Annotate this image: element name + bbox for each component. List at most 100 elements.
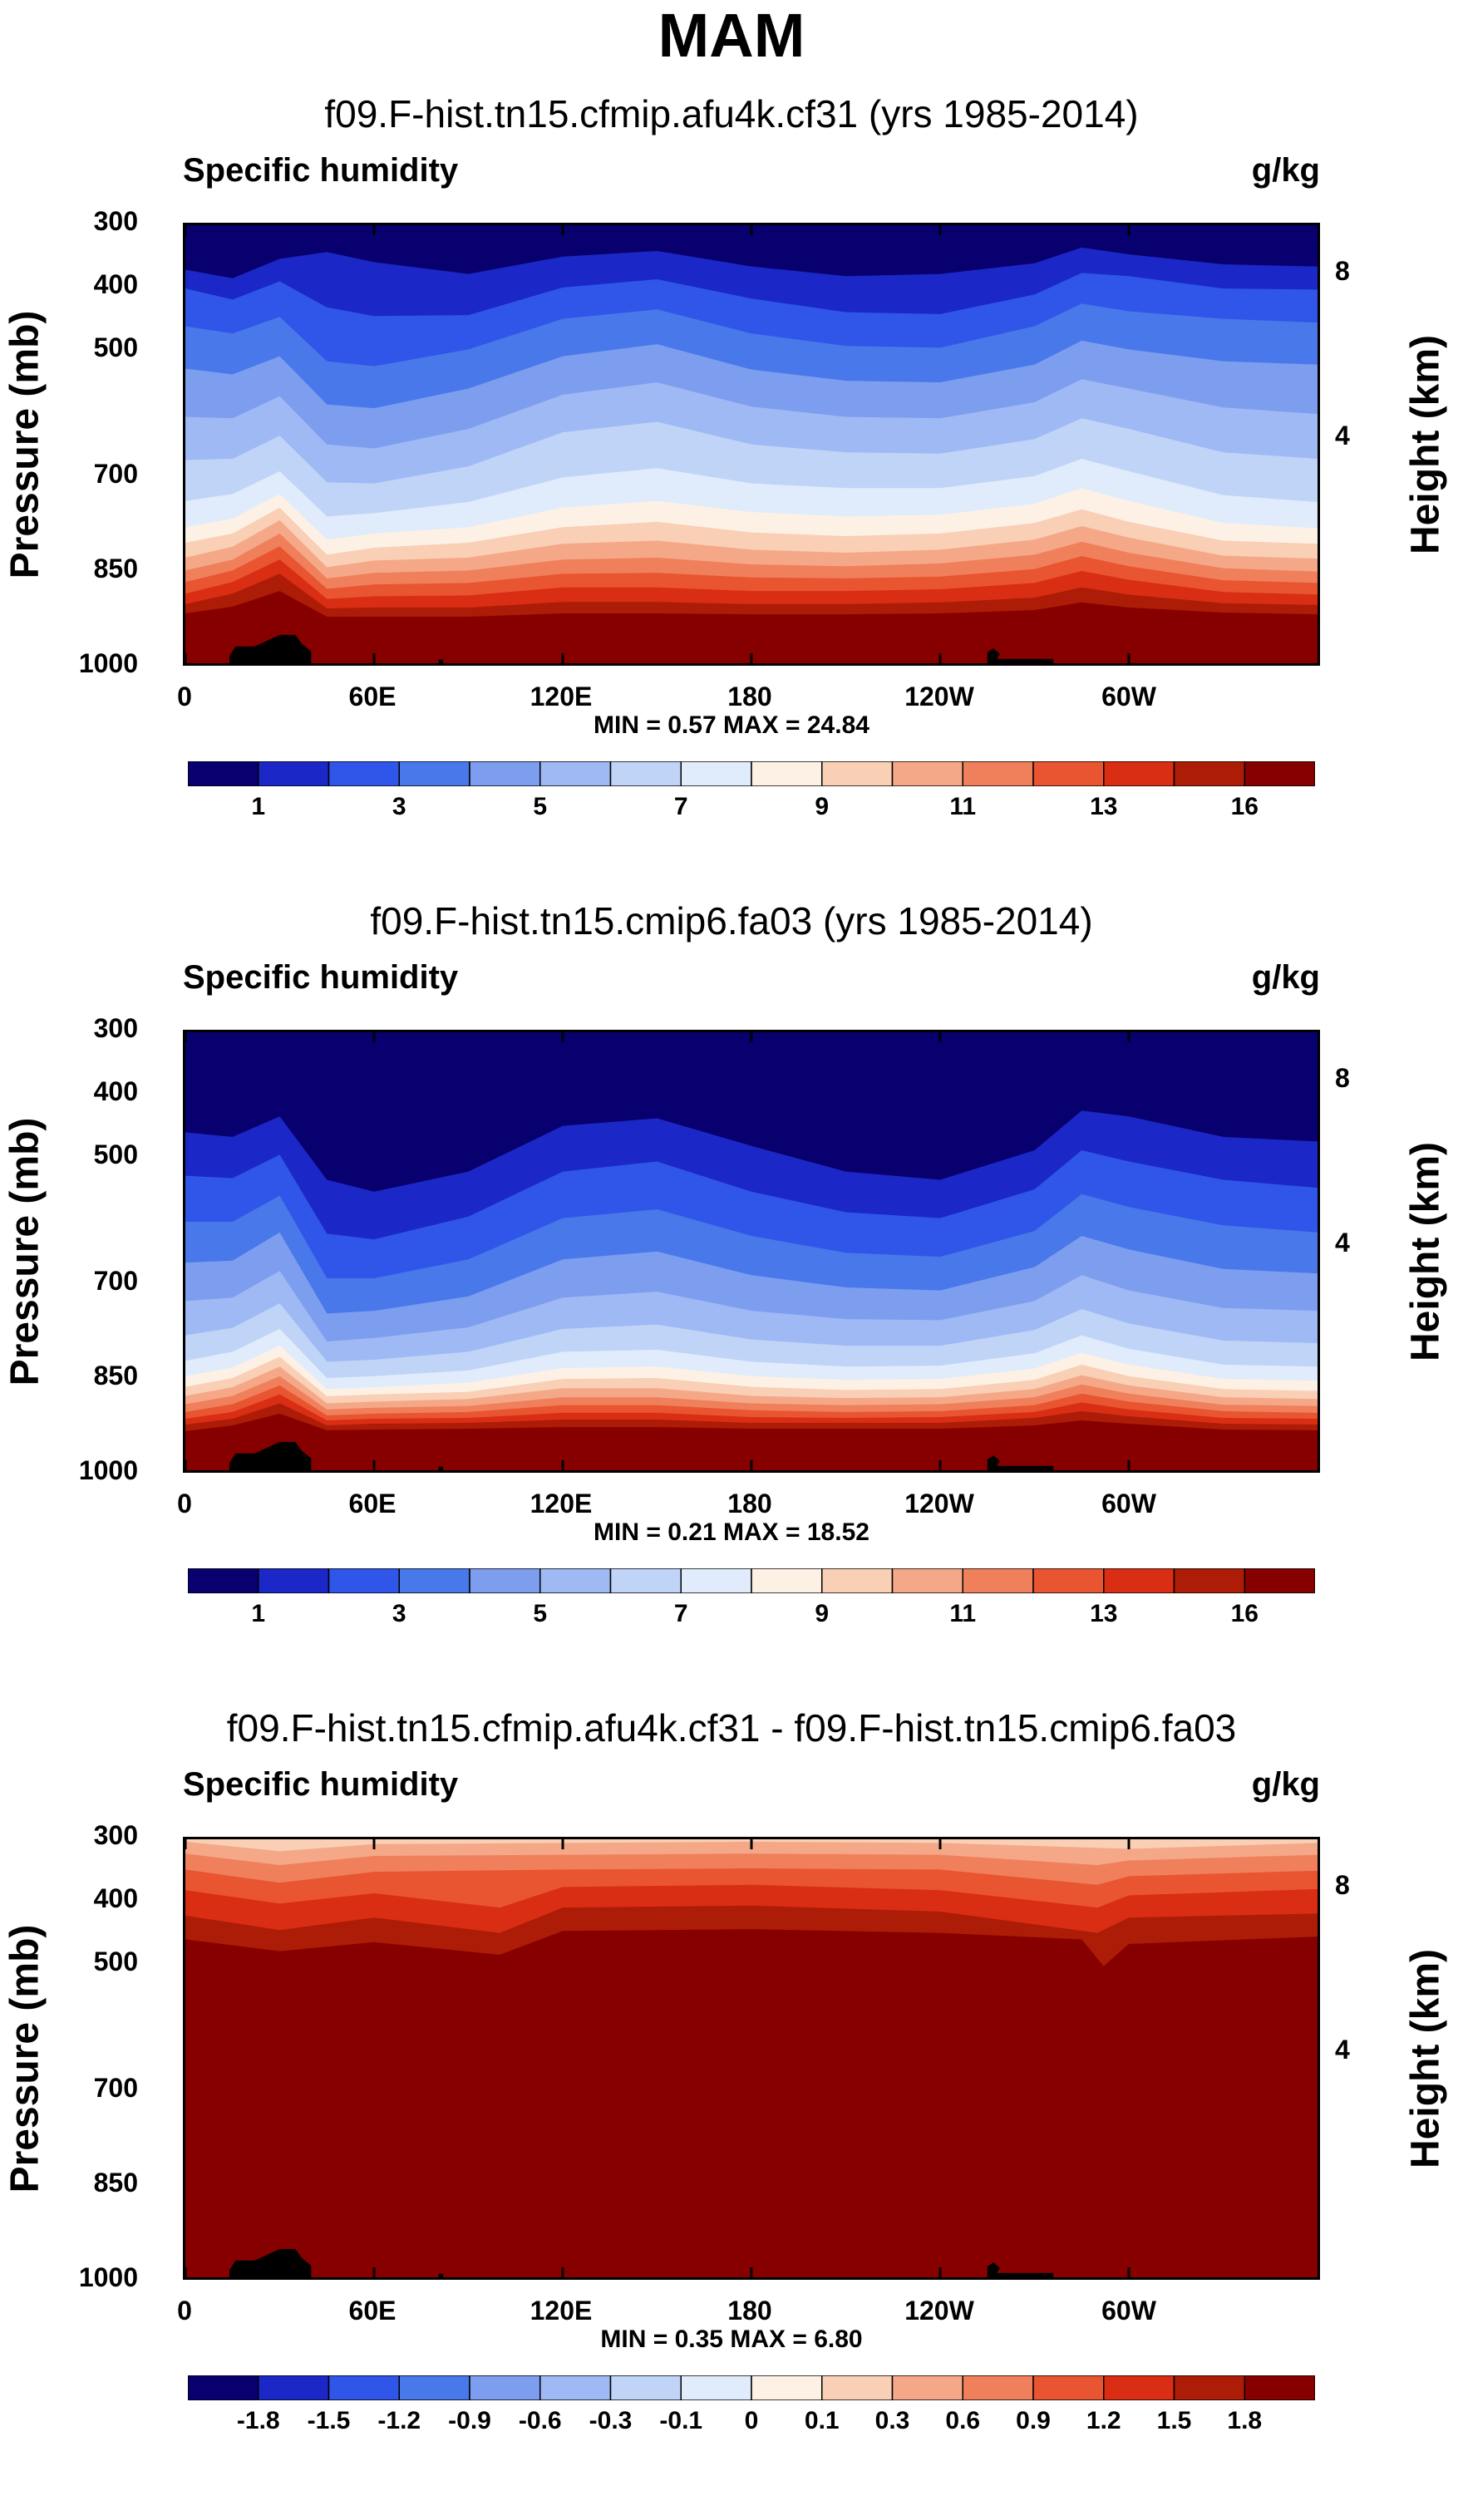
topography-mask — [987, 648, 1054, 663]
colorbar-swatch — [891, 1568, 963, 1593]
panel-3: f09.F-hist.tn15.cfmip.afu4k.cf31 - f09.F… — [0, 1705, 1463, 2520]
topography-mask — [229, 2248, 312, 2277]
x-tick-label: 120W — [904, 682, 974, 711]
colorbar-swatch — [1103, 2375, 1175, 2400]
colorbar-swatch — [258, 1568, 330, 1593]
colorbar-label: 0.6 — [945, 2407, 981, 2434]
height-axis-label: Height (km) — [1403, 1949, 1448, 2168]
colorbar-swatch — [328, 2375, 400, 2400]
colorbar-swatch — [751, 761, 823, 786]
height-tick-label: 8 — [1335, 1063, 1350, 1093]
colorbar-label: 11 — [949, 793, 977, 820]
colorbar-label: 1 — [251, 1600, 266, 1627]
contour-level-16 — [185, 591, 1318, 663]
colorbar-label: 16 — [1230, 1600, 1259, 1627]
min-label: MIN = — [594, 1518, 661, 1546]
min-value: 0.21 — [667, 1518, 717, 1546]
units-label: g/kg — [1251, 1766, 1320, 1803]
x-tick-label: 0 — [177, 1489, 192, 1518]
y-tick-label: 400 — [93, 1883, 138, 1913]
height-axis-label: Height (km) — [1403, 1142, 1448, 1361]
min-max-stats: MIN = 0.21 MAX = 18.52 — [0, 1518, 1463, 1547]
colorbar-label: 3 — [392, 1600, 406, 1627]
min-max-stats: MIN = 0.35 MAX = 6.80 — [0, 2326, 1463, 2354]
min-label: MIN = — [600, 2326, 668, 2353]
colorbar-swatch — [821, 1568, 894, 1593]
colorbar-swatch — [539, 761, 612, 786]
y-axis-label: Pressure (mb) — [2, 1924, 47, 2193]
colorbar-label: -1.2 — [377, 2407, 421, 2434]
y-tick-label: 1000 — [78, 2262, 138, 2292]
min-max-stats: MIN = 0.57 MAX = 24.84 — [0, 711, 1463, 740]
colorbar-label: 1 — [251, 793, 266, 820]
colorbar-swatch — [188, 1568, 259, 1593]
x-tick-label: 180 — [727, 682, 772, 711]
colorbar-label: 1.8 — [1227, 2407, 1263, 2434]
min-value: 0.35 — [674, 2326, 723, 2353]
colorbar-swatch — [188, 2375, 259, 2400]
colorbar-label: 11 — [949, 1600, 977, 1627]
colorbar-label: -0.1 — [659, 2407, 703, 2434]
colorbar-swatch — [609, 2375, 682, 2400]
height-tick-label: 4 — [1335, 2035, 1350, 2065]
colorbar-swatch — [1173, 761, 1245, 786]
x-tick-label: 180 — [727, 1489, 772, 1518]
height-axis-label: Height (km) — [1403, 335, 1448, 554]
x-tick-label: 120E — [530, 2296, 593, 2326]
colorbar-label: 13 — [1090, 793, 1118, 820]
colorbar-swatch — [469, 761, 541, 786]
y-tick-label: 500 — [93, 1947, 138, 1976]
y-tick-label: 1000 — [78, 1455, 138, 1485]
y-tick-label: 700 — [93, 459, 138, 489]
contour-level-2 — [185, 1929, 1318, 2277]
y-tick-label: 300 — [93, 1820, 138, 1850]
x-tick-label: 0 — [177, 682, 192, 711]
colorbar-swatch — [398, 2375, 470, 2400]
topography-mask — [987, 2262, 1054, 2277]
units-label: g/kg — [1251, 152, 1320, 189]
plot-svg — [185, 1839, 1318, 2277]
colorbar-swatch — [751, 1568, 823, 1593]
colorbar-swatch — [891, 761, 963, 786]
colorbar-swatch — [469, 2375, 541, 2400]
colorbar-swatch — [1103, 1568, 1175, 1593]
plot-area — [183, 1837, 1320, 2280]
colorbar-label: -0.9 — [448, 2407, 491, 2434]
x-tick-label: 60E — [348, 2296, 397, 2326]
max-value: 24.84 — [806, 711, 869, 739]
colorbar-label: 0.9 — [1016, 2407, 1051, 2434]
panel-title: f09.F-hist.tn15.cfmip.afu4k.cf31 (yrs 19… — [324, 92, 1139, 135]
colorbar-swatch — [1173, 2375, 1245, 2400]
variable-label: Specific humidity — [183, 1766, 459, 1803]
y-tick-label: 700 — [93, 1266, 138, 1296]
x-tick-label: 120W — [904, 2296, 974, 2326]
topography-mask — [229, 1441, 312, 1470]
contour-level-16 — [185, 1413, 1318, 1470]
colorbar-label: -0.3 — [589, 2407, 633, 2434]
max-label: MAX = — [722, 711, 800, 739]
plot-area — [183, 1030, 1320, 1473]
colorbar-label: 0.3 — [874, 2407, 910, 2434]
colorbar-swatch — [680, 761, 752, 786]
colorbar-swatch — [751, 2375, 823, 2400]
colorbar-label: 9 — [815, 793, 830, 820]
colorbar-label: 7 — [673, 1600, 688, 1627]
page-title: MAM — [658, 1, 805, 70]
colorbar-swatch — [609, 1568, 682, 1593]
x-tick-label: 60E — [348, 1489, 397, 1518]
height-tick-label: 4 — [1335, 1228, 1350, 1258]
x-tick-label: 60W — [1101, 2296, 1156, 2326]
y-axis-label: Pressure (mb) — [2, 310, 47, 579]
colorbar-label: 1.2 — [1086, 2407, 1121, 2434]
height-tick-label: 8 — [1335, 256, 1350, 286]
height-tick-label: 4 — [1335, 421, 1350, 450]
colorbar-swatch — [1244, 1568, 1315, 1593]
y-tick-label: 400 — [93, 1076, 138, 1106]
y-tick-label: 1000 — [78, 648, 138, 678]
panel-1: f09.F-hist.tn15.cfmip.afu4k.cf31 (yrs 19… — [0, 91, 1463, 906]
y-tick-label: 400 — [93, 269, 138, 299]
plot-area — [183, 223, 1320, 666]
y-tick-label: 850 — [93, 1361, 138, 1390]
plot-svg — [185, 1032, 1318, 1470]
colorbar-swatch — [1103, 761, 1175, 786]
